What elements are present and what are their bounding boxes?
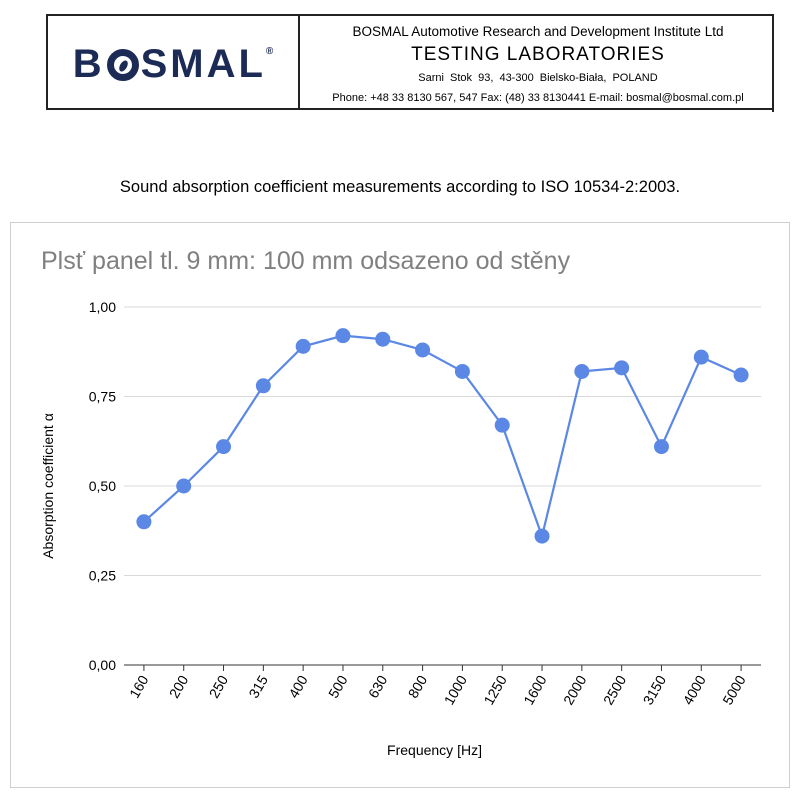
chart-title: Plsť panel tl. 9 mm: 100 mm odsazeno od …: [41, 247, 571, 275]
data-point: [176, 478, 192, 494]
x-tick-label: 2500: [600, 672, 630, 707]
bosmal-logo: B SMAL®: [48, 16, 300, 108]
x-tick-label: 200: [166, 672, 192, 700]
x-tick-label: 630: [365, 672, 391, 700]
data-point: [534, 528, 550, 544]
x-tick-label: 2000: [560, 672, 590, 707]
data-point: [335, 328, 351, 344]
x-tick-label: 400: [285, 672, 311, 700]
line-chart: 0,00 0,25 0,50 0,75 1,00 Absorption coefficie…: [40, 299, 761, 758]
data-point: [375, 331, 391, 347]
x-tick-label: 4000: [679, 672, 709, 707]
institute-info: BOSMAL Automotive Research and Developme…: [302, 16, 774, 108]
data-point: [415, 342, 431, 358]
data-point: [494, 417, 510, 433]
x-tick-label: 250: [206, 672, 232, 700]
institute-name: BOSMAL Automotive Research and Developme…: [352, 24, 724, 39]
x-tick-label: 1000: [441, 672, 471, 707]
x-tick-label: 1600: [520, 672, 550, 707]
x-tick-label: 160: [126, 672, 152, 700]
data-point: [295, 338, 311, 354]
y-tick-label: 0,75: [89, 389, 116, 405]
data-point: [693, 349, 709, 365]
x-tick-label: 315: [245, 672, 271, 700]
y-tick-label: 0,50: [89, 478, 116, 494]
y-tick-label: 1,00: [89, 299, 116, 315]
data-point: [255, 378, 271, 394]
data-point: [653, 439, 669, 455]
data-point: [574, 363, 590, 379]
x-tick-label: 500: [325, 672, 351, 700]
letterhead: B SMAL® BOSMAL Automotive Research and De…: [46, 14, 774, 112]
data-point: [614, 360, 630, 376]
x-axis-label: Frequency [Hz]: [387, 742, 482, 758]
x-tick-label: 3150: [640, 672, 670, 707]
y-tick-label: 0,25: [89, 568, 116, 584]
contact: Phone: +48 33 8130 567, 547 Fax: (48) 33…: [332, 92, 744, 104]
lab-name: TESTING LABORATORIES: [411, 44, 665, 65]
address: Sarni Stok 93, 43-300 Bielsko-Biała, POL…: [418, 72, 658, 84]
x-tick-label: 5000: [719, 672, 749, 707]
y-axis-label: Absorption coefficient α: [40, 413, 56, 559]
x-tick-label: 800: [405, 672, 431, 700]
data-point: [216, 439, 232, 455]
data-point: [136, 514, 152, 530]
y-tick-label: 0,00: [89, 657, 116, 673]
series-line: [143, 334, 742, 540]
data-point: [454, 363, 470, 379]
logo-o-icon: [106, 48, 139, 81]
chart-frame: Plsť panel tl. 9 mm: 100 mm odsazeno od …: [10, 222, 790, 788]
data-point: [733, 367, 749, 383]
x-tick-label: 1250: [480, 672, 510, 707]
page-subtitle: Sound absorption coefficient measurement…: [119, 178, 681, 196]
